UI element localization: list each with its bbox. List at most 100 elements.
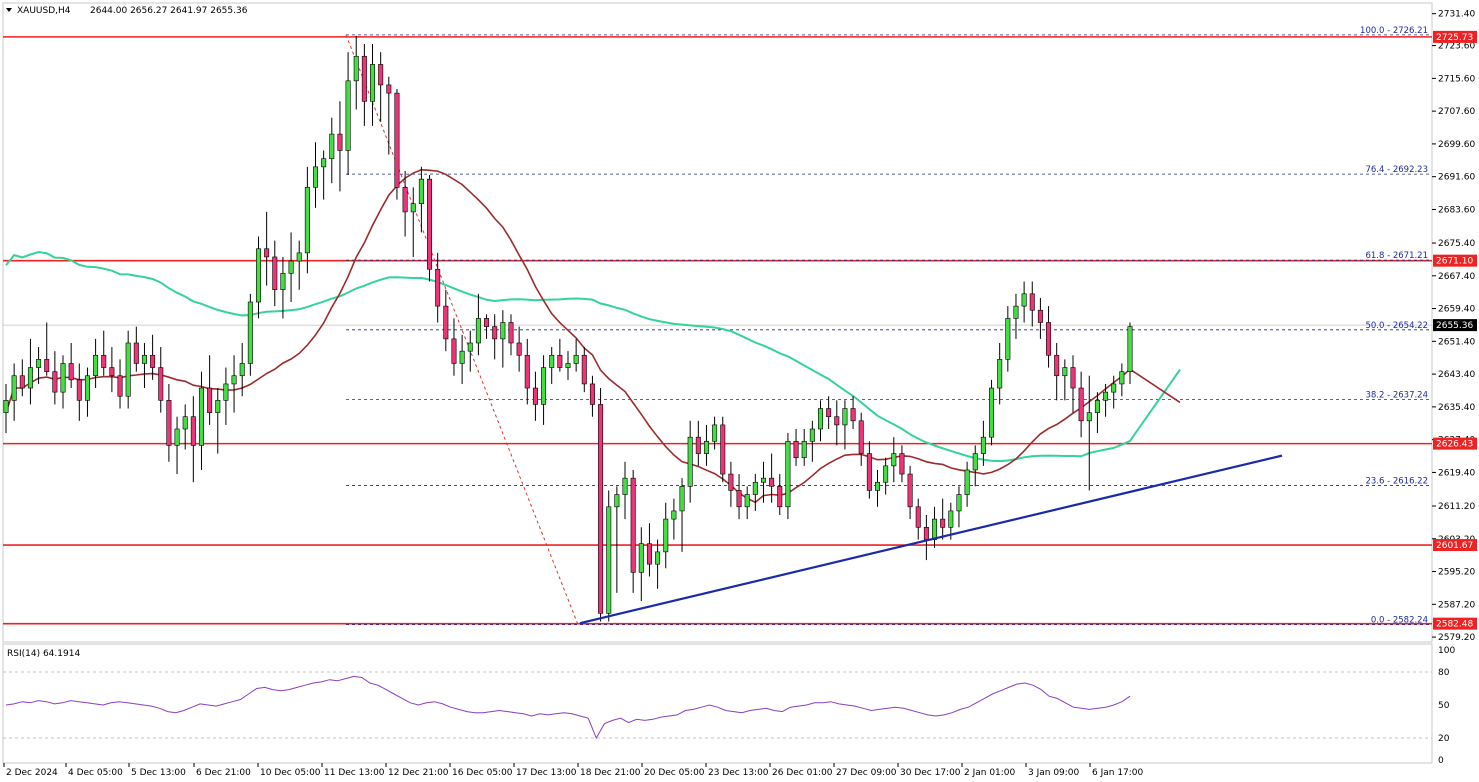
candle-body <box>93 354 99 377</box>
symbol-timeframe: XAUUSD,H4 <box>17 6 71 16</box>
price-tag-label: 2601.67 <box>1436 541 1473 551</box>
candle-body <box>207 387 213 413</box>
price-axis-layer: 2731.40 2723.60 2715.60 2707.60 2699.60 2691.… <box>1432 10 1477 643</box>
bear-candle <box>133 326 139 372</box>
moving-average-line-red <box>5 168 1181 504</box>
rsi-tick-label: 0 <box>1438 756 1444 766</box>
candle-body <box>842 408 848 426</box>
bull-candle <box>296 240 302 290</box>
price-tag-label: 2725.73 <box>1436 33 1473 43</box>
moving-average-line-green <box>5 250 1181 463</box>
candle-body <box>52 371 58 393</box>
bull-candle <box>247 293 253 376</box>
chart-header: XAUUSD,H4 2644.00 2656.27 2641.97 2655.3… <box>6 6 248 16</box>
price-tick-label: 2691.60 <box>1438 173 1475 183</box>
bear-candle <box>793 429 799 466</box>
fib-level-label: 50.0 - 2654.22 <box>1365 321 1428 331</box>
price-tag <box>1433 319 1477 332</box>
candle-body <box>801 440 807 458</box>
time-tick-label: 26 Dec 01:00 <box>772 768 833 778</box>
candle-body <box>500 322 506 340</box>
bull-candle <box>3 383 9 434</box>
candle-body <box>321 158 327 168</box>
bear-candle <box>695 420 701 466</box>
bear-candle <box>524 338 530 405</box>
candle-body <box>150 354 156 368</box>
candle-body <box>394 92 400 188</box>
candle-body <box>27 367 33 389</box>
candle-body <box>370 64 376 102</box>
candle-body <box>671 510 677 520</box>
bull-candle <box>459 334 465 384</box>
fib-level-label: 23.6 - 2616.22 <box>1365 476 1428 486</box>
bear-candle <box>1029 281 1035 327</box>
candle-body <box>329 133 335 159</box>
bear-candle <box>443 289 449 352</box>
bull-candle <box>353 35 359 110</box>
bull-candle <box>541 355 547 425</box>
bear-candle <box>68 342 74 389</box>
candle-body <box>492 326 498 340</box>
bear-candle <box>646 523 652 577</box>
bull-candle <box>671 498 677 540</box>
bull-candle <box>93 338 99 389</box>
bull-candle <box>744 486 750 520</box>
bull-candle <box>467 330 473 372</box>
price-tick-label: 2683.60 <box>1438 205 1475 215</box>
candle-body <box>231 375 237 385</box>
candle-body <box>858 420 864 454</box>
bear-candle <box>492 314 498 360</box>
candle-body <box>125 342 131 397</box>
bear-candle <box>76 363 82 421</box>
candle-body <box>304 187 310 254</box>
candle-body <box>1046 322 1052 356</box>
dropdown-triangle-icon[interactable] <box>6 8 12 12</box>
candle-body <box>410 203 416 213</box>
candle-body <box>1029 293 1035 311</box>
candle-body <box>630 477 636 573</box>
candle-body <box>1094 400 1100 413</box>
candle-body <box>475 318 481 344</box>
bull-candle <box>655 539 661 589</box>
price-tag <box>1433 437 1477 450</box>
bull-candle <box>565 351 571 380</box>
price-tick-label: 2619.40 <box>1438 468 1475 478</box>
candle-body <box>777 486 783 508</box>
price-tick-label: 2651.40 <box>1438 337 1475 347</box>
candle-body <box>76 379 82 401</box>
price-tick-label: 2675.40 <box>1438 239 1475 249</box>
bear-candle <box>720 416 726 483</box>
bull-candle <box>956 486 962 528</box>
bull-candle <box>997 342 1003 405</box>
candle-body <box>989 387 995 438</box>
candle-body <box>36 359 42 368</box>
candle-body <box>1078 387 1084 422</box>
candle-body <box>817 408 823 430</box>
bull-candle <box>891 437 897 483</box>
candle-body <box>1119 371 1125 385</box>
candle-body <box>980 436 986 454</box>
time-tick-label: 27 Dec 09:00 <box>836 768 897 778</box>
candle-body <box>44 359 50 372</box>
candle-body <box>850 408 856 422</box>
bull-candle <box>752 474 758 511</box>
candle-body <box>728 473 734 491</box>
bull-candle <box>1021 281 1027 323</box>
candle-body <box>484 318 490 327</box>
candle-body <box>573 354 579 364</box>
price-tick-label: 2611.20 <box>1438 502 1475 512</box>
candle-body <box>809 428 815 442</box>
candle-body <box>288 260 294 274</box>
rsi-layer: 100 80 50 20 0 <box>3 646 1455 766</box>
candle-body <box>1021 293 1027 307</box>
price-tag-label: 2582.48 <box>1436 620 1473 630</box>
candle-body <box>11 375 17 401</box>
bear-candle <box>44 322 50 376</box>
candle-body <box>826 408 832 418</box>
candle-body <box>695 436 701 454</box>
bull-candle <box>785 433 791 520</box>
candle-body <box>1111 383 1117 393</box>
candle-body <box>60 363 66 393</box>
candle-body <box>215 400 221 413</box>
